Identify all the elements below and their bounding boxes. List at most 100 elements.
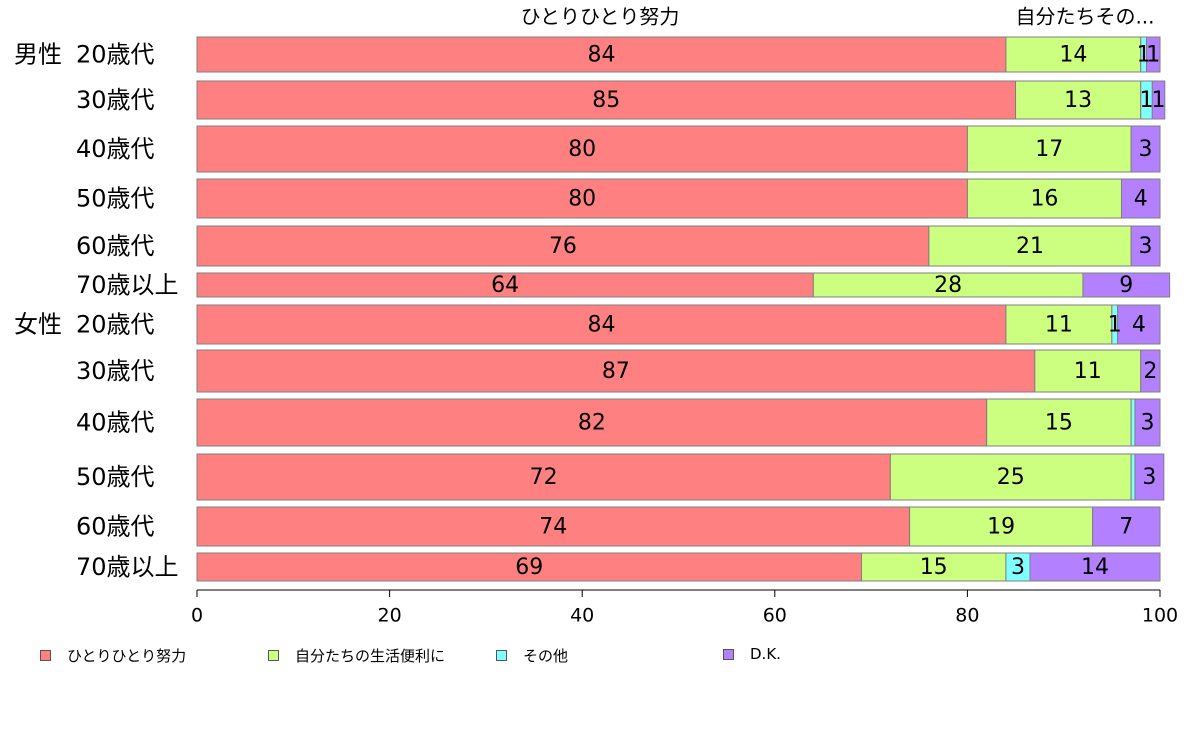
bar-segment <box>1015 80 1142 120</box>
category-label: 20歳代 <box>76 41 155 69</box>
data-label: 82 <box>578 411 606 436</box>
data-label: 1 <box>1146 43 1160 68</box>
bar-segment <box>909 506 1094 547</box>
bar-segment <box>1146 36 1161 73</box>
category-label: 50歳代 <box>76 463 155 491</box>
data-label: 9 <box>1119 273 1133 298</box>
bar-segment <box>196 349 1036 393</box>
data-label: 64 <box>491 273 519 298</box>
data-label: 84 <box>587 43 615 68</box>
x-tick-label: 40 <box>570 605 594 627</box>
bar-segment <box>860 552 1007 582</box>
bar-segment <box>196 80 1017 120</box>
data-label: 15 <box>1045 411 1073 436</box>
x-axis: 0 20 40 60 80 100 <box>191 589 1178 627</box>
legend: ひとりひとり努力 自分たちの生活便利に その他 D.K. <box>0 645 1188 667</box>
data-label: 3 <box>1139 234 1153 259</box>
column-header: 自分たちその... <box>1015 5 1154 29</box>
bar-segment <box>196 398 988 447</box>
group-label: 女性 <box>14 311 62 339</box>
bar-segment <box>1134 453 1165 501</box>
legend-item: その他 <box>496 645 568 666</box>
category-label: 60歳代 <box>76 513 155 541</box>
data-label: 3 <box>1142 465 1156 490</box>
data-label: 11 <box>1074 359 1102 384</box>
bar-segment <box>1082 272 1171 298</box>
data-label: 72 <box>530 465 558 490</box>
bar-segment <box>196 506 911 547</box>
data-label: 1 <box>1137 43 1151 68</box>
data-label: 87 <box>602 359 630 384</box>
bars-group <box>196 36 1171 582</box>
data-label: 1 <box>1108 313 1122 338</box>
category-label: 40歳代 <box>76 135 155 163</box>
category-label: 50歳代 <box>76 185 155 213</box>
bar-segment <box>1005 36 1142 73</box>
x-tick-label: 20 <box>378 605 402 627</box>
legend-swatch <box>40 650 51 661</box>
data-label: 3 <box>1140 411 1154 436</box>
data-label: 85 <box>592 88 620 113</box>
category-label: 20歳代 <box>76 311 155 339</box>
bar-segment <box>812 272 1084 298</box>
legend-label: ひとりひとり努力 <box>67 647 187 665</box>
bar-segment <box>196 304 1007 345</box>
bar-segment <box>1005 552 1031 582</box>
data-label: 7 <box>1119 515 1133 540</box>
bar-segment <box>1130 225 1161 267</box>
data-label: 80 <box>568 137 596 162</box>
x-tick-label: 60 <box>763 605 787 627</box>
bar-segment <box>1092 506 1161 547</box>
bar-segment <box>196 272 814 298</box>
data-label: 21 <box>1016 234 1044 259</box>
data-label: 3 <box>1011 555 1025 580</box>
bar-segment <box>1034 349 1142 393</box>
bar-segment <box>1140 349 1161 393</box>
data-label: 4 <box>1134 187 1148 212</box>
data-label: 1 <box>1140 88 1154 113</box>
column-header: ひとりひとり努力 <box>521 5 680 29</box>
category-label: 70歳以上 <box>76 553 179 581</box>
x-tick-label: 100 <box>1142 605 1178 627</box>
data-label: 11 <box>1045 313 1073 338</box>
bar-segment <box>196 453 891 501</box>
data-label: 80 <box>568 187 596 212</box>
group-label: 男性 <box>14 41 62 69</box>
category-label: 40歳代 <box>76 409 155 437</box>
bar-segment <box>1029 552 1161 582</box>
bar-segment <box>196 125 968 173</box>
bar-segment <box>1005 304 1113 345</box>
legend-label: その他 <box>523 647 569 665</box>
bar-segment <box>986 398 1132 447</box>
bar-segment <box>1120 178 1161 219</box>
x-tick-label: 0 <box>191 605 203 627</box>
legend-swatch <box>496 650 507 661</box>
bar-segment <box>889 453 1132 501</box>
data-label: 17 <box>1035 137 1063 162</box>
category-label: 60歳代 <box>76 232 155 260</box>
data-label: 84 <box>587 313 615 338</box>
data-label: 14 <box>1081 555 1109 580</box>
bar-segment <box>196 36 1007 73</box>
data-label: 14 <box>1059 43 1087 68</box>
bar-segment <box>1151 80 1166 120</box>
legend-item: D.K. <box>723 645 781 663</box>
bar-segment <box>1130 453 1136 501</box>
data-label: 1 <box>1152 88 1166 113</box>
category-label: 30歳代 <box>76 357 155 385</box>
data-label: 76 <box>549 234 577 259</box>
bar-segment <box>1134 398 1161 447</box>
data-label: 25 <box>997 465 1025 490</box>
legend-label: 自分たちの生活便利に <box>295 647 446 665</box>
data-label: 19 <box>987 515 1015 540</box>
bar-segment <box>966 125 1132 173</box>
x-tick-label: 80 <box>955 605 979 627</box>
legend-item: 自分たちの生活便利に <box>268 645 445 666</box>
data-label: 4 <box>1132 313 1146 338</box>
data-label: 69 <box>515 555 543 580</box>
category-labels-group: 20歳代 30歳代 40歳代 50歳代 60歳代 70歳以上 20歳代 30歳代 40歳代 50歳… <box>14 41 179 582</box>
category-label: 30歳代 <box>76 86 155 114</box>
category-label: 70歳以上 <box>76 271 179 299</box>
